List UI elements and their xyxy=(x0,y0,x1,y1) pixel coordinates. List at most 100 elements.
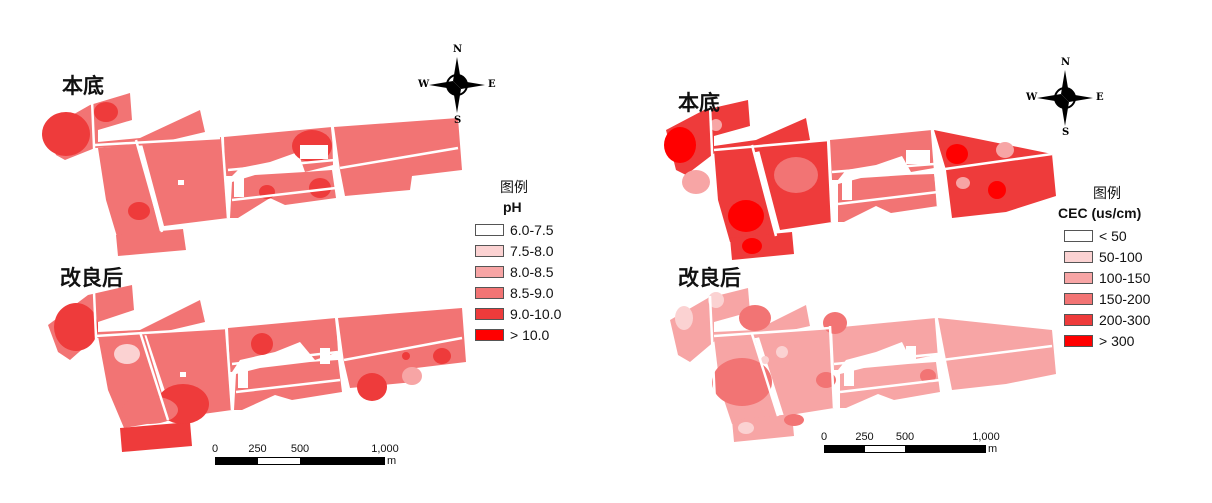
scale-ticks: 0 250 500 1,000 xyxy=(820,431,1000,445)
cec-lowspot xyxy=(774,157,818,193)
field-block xyxy=(830,130,934,180)
ph-map-graphic xyxy=(42,57,485,452)
cec-lowspot xyxy=(956,177,970,189)
cec-hotspot xyxy=(823,312,847,334)
legend-item-label: 7.5-8.0 xyxy=(510,242,554,259)
legend-swatch xyxy=(1064,292,1093,305)
cec-hotspot xyxy=(946,144,968,164)
cec-lowspot xyxy=(996,142,1014,158)
ph-map-panel: 本底 改良后 N S E W 图例 pH 6.0-7.5 7.5-8.0 8.0… xyxy=(42,44,585,467)
field-block xyxy=(228,318,338,372)
ph-hotspot xyxy=(128,202,150,220)
cec-baseline-map xyxy=(664,100,1056,260)
legend-item: 9.0-10.0 xyxy=(475,303,585,324)
cec-hotspot xyxy=(664,127,696,163)
compass-south: S xyxy=(1062,127,1070,138)
legend-title: 图例 xyxy=(1093,185,1121,201)
legend-item: 6.0-7.5 xyxy=(475,219,585,240)
legend-item: 8.5-9.0 xyxy=(475,282,585,303)
improved-label: 改良后 xyxy=(60,265,123,290)
improved-label: 改良后 xyxy=(678,265,741,290)
ph-lowspot xyxy=(114,344,140,364)
legend-subtitle: CEC (us/cm) xyxy=(1058,205,1142,221)
scale-bar-graphic xyxy=(824,445,986,453)
scale-tick-label: 1,000 xyxy=(371,443,399,455)
cec-hotspot xyxy=(728,200,764,232)
baseline-label: 本底 xyxy=(678,90,720,115)
legend-swatch xyxy=(475,223,504,236)
scale-bar-graphic xyxy=(215,457,385,465)
field-block xyxy=(934,130,1056,218)
legend-item-label: < 50 xyxy=(1099,227,1127,244)
ph-hotspot xyxy=(402,352,410,360)
legend-swatch xyxy=(475,265,504,278)
legend-swatch xyxy=(1064,250,1093,263)
compass-north: N xyxy=(1061,57,1071,68)
ph-hotspot xyxy=(357,373,387,401)
ph-baseline-map xyxy=(42,93,462,256)
legend-title: 图例 xyxy=(500,179,528,195)
field-block xyxy=(732,414,794,442)
legend-swatch xyxy=(1064,334,1093,347)
legend-item: > 10.0 xyxy=(475,324,585,345)
north-arrow-icon xyxy=(1037,70,1093,126)
ph-hotspot xyxy=(42,112,90,156)
cec-map-panel: 本底 改良后 N S E W 图例 CEC (us/cm) < 50 50-10… xyxy=(606,0,1212,503)
cec-lowspot xyxy=(738,422,754,434)
legend-swatch xyxy=(475,328,504,341)
field-block xyxy=(142,137,228,226)
cec-lowspot xyxy=(761,356,769,364)
legend-item: 200-300 xyxy=(1058,309,1208,330)
scale-tick-label: 250 xyxy=(855,431,874,443)
scale-unit: m xyxy=(988,443,998,455)
legend-item-label: 50-100 xyxy=(1099,248,1143,265)
legend-item: 100-150 xyxy=(1058,267,1208,288)
legend-swatch xyxy=(475,307,504,320)
scale-tick-label: 1,000 xyxy=(972,431,1000,443)
field-block xyxy=(120,422,192,452)
legend-item: 150-200 xyxy=(1058,288,1208,309)
legend-item: 8.0-8.5 xyxy=(475,261,585,282)
scale-bar: 0 250 500 1,000 m xyxy=(820,431,1000,455)
legend-item: > 300 xyxy=(1058,330,1208,351)
field-block xyxy=(670,288,810,362)
legend-item-label: 8.5-9.0 xyxy=(510,284,554,301)
cec-map-graphic xyxy=(664,70,1093,442)
legend-swatch xyxy=(1064,229,1093,242)
cec-hotspot xyxy=(920,369,936,383)
cec-hotspot xyxy=(742,238,762,254)
legend-swatch xyxy=(1064,271,1093,284)
legend-swatch xyxy=(475,244,504,257)
compass-south: S xyxy=(454,115,462,126)
legend-item-label: 100-150 xyxy=(1099,269,1151,286)
scale-tick-label: 500 xyxy=(290,443,310,455)
cec-lowspot xyxy=(682,170,710,194)
legend-item-label: 150-200 xyxy=(1099,290,1151,307)
legend-item-label: > 10.0 xyxy=(510,326,550,343)
compass-west: W xyxy=(418,79,430,90)
legend-item-label: > 300 xyxy=(1099,332,1135,349)
scale-ticks: 0 250 500 1,000 xyxy=(212,443,399,457)
scale-unit: m xyxy=(387,455,397,467)
compass-east: E xyxy=(488,79,496,90)
cec-lowspot xyxy=(675,306,693,330)
ph-hotspot xyxy=(433,348,451,364)
scale-bar: 0 250 500 1,000 m xyxy=(212,443,399,467)
ph-legend: 图例 pH 6.0-7.5 7.5-8.0 8.0-8.5 8.5-9.0 9.… xyxy=(475,177,585,345)
cec-legend: 图例 CEC (us/cm) < 50 50-100 100-150 150-2… xyxy=(1058,183,1208,351)
legend-item: 7.5-8.0 xyxy=(475,240,585,261)
cec-hotspot xyxy=(739,305,771,331)
legend-swatch xyxy=(1064,313,1093,326)
cec-hotspot xyxy=(816,372,836,388)
legend-item: < 50 xyxy=(1058,225,1208,246)
cec-hotspot xyxy=(712,358,772,406)
north-arrow-icon xyxy=(429,57,485,113)
ph-hotspot xyxy=(94,102,118,122)
legend-subtitle: pH xyxy=(503,199,522,215)
scale-tick-label: 0 xyxy=(820,431,828,443)
cec-improved-map xyxy=(670,288,1056,442)
scale-tick-label: 500 xyxy=(895,431,915,443)
legend-item-label: 8.0-8.5 xyxy=(510,263,554,280)
scale-tick-label: 250 xyxy=(248,443,267,455)
legend-item: 50-100 xyxy=(1058,246,1208,267)
